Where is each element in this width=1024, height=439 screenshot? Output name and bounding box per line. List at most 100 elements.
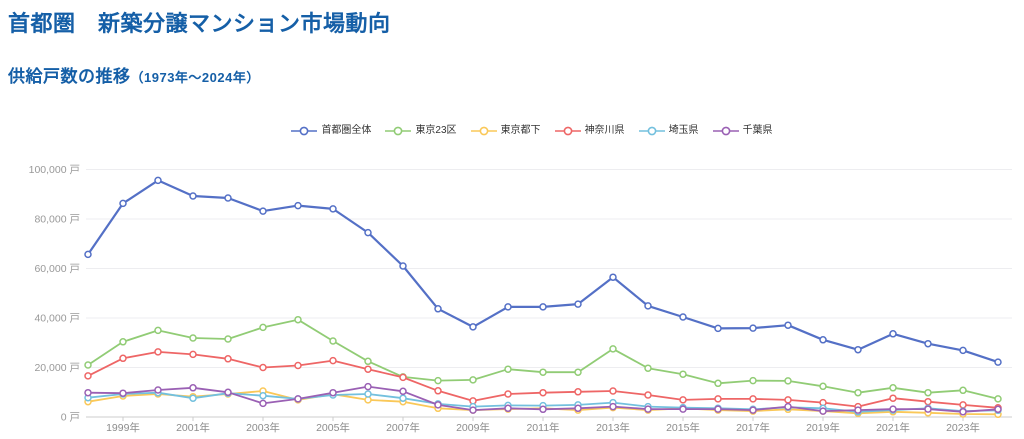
series-point-shutoken-zentai[interactable]: [749, 324, 757, 332]
series-point-saitama[interactable]: [189, 394, 197, 402]
series-point-tokyo-23ku[interactable]: [574, 368, 582, 376]
series-point-tokyo-23ku[interactable]: [364, 357, 372, 366]
series-point-tokyo-23ku[interactable]: [224, 335, 232, 343]
series-point-shutoken-zentai[interactable]: [889, 330, 897, 338]
series-point-shutoken-zentai[interactable]: [959, 346, 967, 355]
series-point-shutoken-zentai[interactable]: [679, 313, 687, 321]
series-point-chiba[interactable]: [434, 401, 442, 409]
series-point-chiba[interactable]: [504, 404, 512, 413]
series-point-chiba[interactable]: [294, 395, 302, 403]
series-point-saitama[interactable]: [259, 391, 267, 400]
series-point-kanagawa[interactable]: [84, 372, 92, 380]
series-point-shutoken-zentai[interactable]: [574, 300, 582, 308]
series-point-kanagawa[interactable]: [504, 390, 512, 398]
series-point-tokyo-23ku[interactable]: [469, 376, 477, 384]
series-point-tokyo-23ku[interactable]: [119, 338, 127, 346]
series-point-shutoken-zentai[interactable]: [224, 194, 232, 202]
series-point-kanagawa[interactable]: [924, 397, 932, 406]
series-point-tokyo-23ku[interactable]: [749, 376, 757, 385]
series-point-chiba[interactable]: [189, 384, 197, 392]
series-point-chiba[interactable]: [609, 402, 617, 411]
series-point-kanagawa[interactable]: [539, 388, 547, 397]
series-point-shutoken-zentai[interactable]: [539, 303, 547, 311]
series-point-shutoken-zentai[interactable]: [399, 262, 407, 270]
series-point-tokyo-23ku[interactable]: [819, 382, 827, 391]
series-point-kanagawa[interactable]: [574, 388, 582, 396]
series-point-tokyo-23ku[interactable]: [504, 365, 512, 373]
legend-item-tokyo-23ku[interactable]: 東京23区: [385, 126, 457, 136]
series-point-kanagawa[interactable]: [889, 394, 897, 402]
series-point-tokyo-toka[interactable]: [364, 396, 372, 404]
series-point-tokyo-23ku[interactable]: [154, 326, 162, 335]
series-point-tokyo-23ku[interactable]: [854, 388, 862, 397]
series-point-chiba[interactable]: [959, 408, 967, 416]
series-point-chiba[interactable]: [259, 399, 267, 408]
series-point-tokyo-23ku[interactable]: [539, 368, 547, 376]
series-point-chiba[interactable]: [644, 405, 652, 413]
series-point-kanagawa[interactable]: [679, 396, 687, 404]
series-point-chiba[interactable]: [889, 405, 897, 413]
series-point-chiba[interactable]: [329, 388, 337, 397]
series-point-chiba[interactable]: [399, 387, 407, 396]
series-point-kanagawa[interactable]: [609, 387, 617, 395]
series-point-chiba[interactable]: [119, 389, 127, 397]
series-point-chiba[interactable]: [784, 402, 792, 411]
series-point-shutoken-zentai[interactable]: [714, 324, 722, 333]
series-point-kanagawa[interactable]: [294, 361, 302, 370]
series-point-kanagawa[interactable]: [224, 355, 232, 363]
series-point-shutoken-zentai[interactable]: [84, 250, 92, 259]
series-point-tokyo-23ku[interactable]: [889, 384, 897, 392]
legend-item-shutoken-zentai[interactable]: 首都圏全体: [291, 126, 371, 136]
series-point-shutoken-zentai[interactable]: [259, 207, 267, 215]
series-point-chiba[interactable]: [469, 406, 477, 414]
series-point-kanagawa[interactable]: [749, 395, 757, 403]
series-point-chiba[interactable]: [679, 405, 687, 413]
series-point-chiba[interactable]: [714, 405, 722, 413]
series-point-shutoken-zentai[interactable]: [469, 323, 477, 331]
series-point-tokyo-23ku[interactable]: [294, 315, 302, 324]
legend-item-saitama[interactable]: 埼玉県: [638, 126, 699, 136]
series-point-shutoken-zentai[interactable]: [784, 321, 792, 329]
series-point-kanagawa[interactable]: [154, 348, 162, 356]
series-point-chiba[interactable]: [84, 388, 92, 397]
series-point-shutoken-zentai[interactable]: [994, 358, 1002, 366]
series-point-tokyo-23ku[interactable]: [189, 334, 197, 342]
legend-item-chiba[interactable]: 千葉県: [712, 126, 773, 136]
series-point-chiba[interactable]: [994, 405, 1002, 414]
series-point-tokyo-23ku[interactable]: [84, 361, 92, 369]
series-point-shutoken-zentai[interactable]: [819, 336, 827, 344]
series-point-shutoken-zentai[interactable]: [119, 199, 127, 208]
series-point-tokyo-23ku[interactable]: [329, 337, 337, 345]
legend-item-kanagawa[interactable]: 神奈川県: [554, 126, 625, 136]
series-point-tokyo-23ku[interactable]: [434, 376, 442, 385]
series-point-shutoken-zentai[interactable]: [609, 273, 617, 281]
series-point-shutoken-zentai[interactable]: [644, 302, 652, 310]
series-point-chiba[interactable]: [819, 407, 827, 415]
series-point-kanagawa[interactable]: [959, 401, 967, 409]
series-point-saitama[interactable]: [364, 390, 372, 398]
series-point-saitama[interactable]: [399, 394, 407, 402]
series-point-tokyo-23ku[interactable]: [679, 370, 687, 378]
series-point-kanagawa[interactable]: [399, 373, 407, 382]
series-point-tokyo-23ku[interactable]: [784, 377, 792, 385]
series-point-shutoken-zentai[interactable]: [854, 345, 862, 354]
series-point-chiba[interactable]: [854, 406, 862, 414]
series-point-chiba[interactable]: [574, 404, 582, 413]
series-point-kanagawa[interactable]: [784, 396, 792, 404]
series-point-chiba[interactable]: [539, 405, 547, 414]
series-point-chiba[interactable]: [154, 386, 162, 394]
series-point-kanagawa[interactable]: [714, 395, 722, 403]
series-point-kanagawa[interactable]: [364, 365, 372, 373]
series-point-kanagawa[interactable]: [329, 356, 337, 365]
series-point-shutoken-zentai[interactable]: [189, 192, 197, 200]
series-point-tokyo-23ku[interactable]: [924, 388, 932, 397]
series-point-kanagawa[interactable]: [434, 387, 442, 395]
series-point-shutoken-zentai[interactable]: [364, 228, 372, 237]
series-point-tokyo-23ku[interactable]: [259, 323, 267, 332]
series-point-kanagawa[interactable]: [119, 354, 127, 363]
series-point-tokyo-23ku[interactable]: [609, 345, 617, 353]
series-point-kanagawa[interactable]: [259, 363, 267, 372]
series-point-kanagawa[interactable]: [189, 350, 197, 359]
